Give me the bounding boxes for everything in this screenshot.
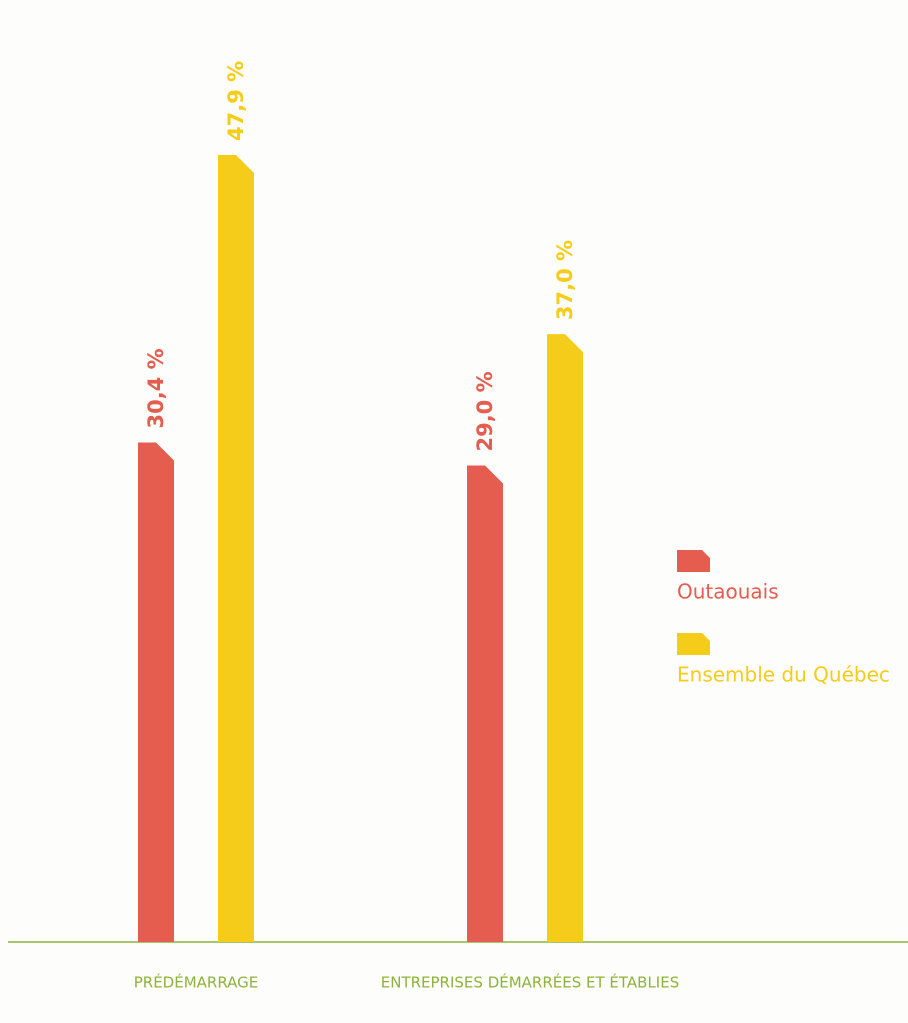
value-label: 30,4 %	[144, 348, 168, 428]
bar	[547, 334, 583, 943]
x-tick-label: ENTREPRISES DÉMARRÉES ET ÉTABLIES	[381, 973, 679, 992]
bar	[467, 465, 503, 942]
value-label: 37,0 %	[553, 240, 577, 320]
value-label: 29,0 %	[473, 371, 497, 451]
value-label: 47,9 %	[224, 61, 248, 141]
legend-label: Ensemble du Québec	[677, 663, 890, 687]
legend-swatch	[677, 633, 710, 655]
bar	[138, 442, 174, 942]
legend-label: Outaouais	[677, 580, 779, 604]
legend-swatch	[677, 550, 710, 572]
x-tick-label: PRÉDÉMARRAGE	[134, 973, 259, 992]
bar	[218, 155, 254, 942]
